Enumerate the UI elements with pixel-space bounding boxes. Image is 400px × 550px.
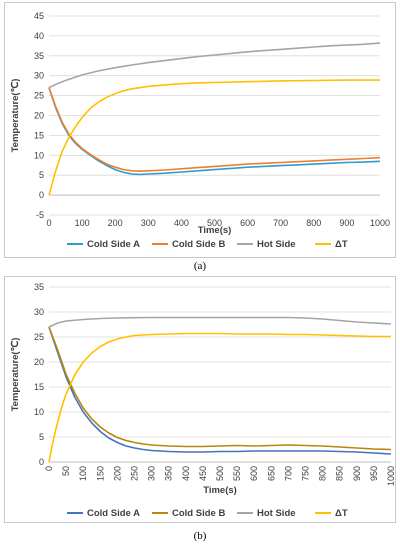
chart-b-legend-label: Cold Side A bbox=[87, 508, 140, 519]
chart-b-xtick-label: 550 bbox=[232, 466, 242, 481]
chart-b-legend-label: Cold Side B bbox=[172, 508, 225, 519]
chart-b-xtick-label: 450 bbox=[198, 466, 208, 481]
chart-a-xtick-label: 400 bbox=[174, 218, 189, 228]
chart-b-series-hot-side-line bbox=[48, 316, 392, 328]
chart-a-caption: (a) bbox=[193, 260, 207, 272]
chart-b-xtick-label: 950 bbox=[369, 466, 379, 481]
chart-b-xtick-label: 50 bbox=[61, 466, 71, 476]
chart-b-xtick-label: 350 bbox=[164, 466, 174, 481]
chart-b-legend-label: Hot Side bbox=[257, 508, 296, 519]
chart-b-xtick-label: 250 bbox=[130, 466, 140, 481]
chart-a-ytick-label: 25 bbox=[34, 91, 44, 101]
chart-a-xtick-label: 0 bbox=[46, 218, 51, 228]
chart-b-xtick-label: 1000 bbox=[386, 466, 396, 486]
chart-b-xtick-label: 100 bbox=[78, 466, 88, 481]
chart-b-ytick-label: 35 bbox=[34, 282, 44, 292]
chart-a-ytick-label: 30 bbox=[34, 71, 44, 81]
chart-b-y-axis-title: Temperature(℃) bbox=[10, 338, 21, 412]
chart-a-xtick-label: 800 bbox=[306, 218, 321, 228]
chart-b-xtick-label: 800 bbox=[318, 466, 328, 481]
chart-b-xtick-label: 750 bbox=[301, 466, 311, 481]
chart-b-xtick-label: 900 bbox=[352, 466, 362, 481]
chart-b-xtick-label: 300 bbox=[147, 466, 157, 481]
chart-a-series-hot-side-line bbox=[48, 42, 381, 89]
chart-a-ytick-label: 0 bbox=[39, 190, 44, 200]
chart-a-ytick-label: 10 bbox=[34, 150, 44, 160]
chart-b-ytick-label: 25 bbox=[34, 332, 44, 342]
chart-b-ytick-label: 5 bbox=[39, 432, 44, 442]
chart-b-x-axis-title: Time(s) bbox=[203, 485, 237, 496]
chart-b-series-cold-side-b-line bbox=[48, 326, 392, 451]
chart-b-ytick-label: 0 bbox=[39, 457, 44, 467]
chart-a-panel: -5 0 5 10 15 20 25 30 35 40 45 0 100 200 300 400 500 600 7… bbox=[4, 2, 396, 258]
chart-b-caption: (b) bbox=[193, 530, 207, 542]
chart-a-legend-label: ΔT bbox=[335, 239, 348, 250]
chart-a-ytick-label: 45 bbox=[34, 11, 44, 21]
chart-b-xtick-label: 700 bbox=[283, 466, 293, 481]
chart-b-ytick-label: 20 bbox=[34, 357, 44, 367]
chart-a-ytick-label: 35 bbox=[34, 51, 44, 61]
chart-a-xtick-label: 200 bbox=[108, 218, 123, 228]
chart-b-legend-label: ΔT bbox=[335, 508, 348, 519]
chart-a-ytick-label: 15 bbox=[34, 130, 44, 140]
chart-a-series-cold-side-a-line bbox=[48, 87, 381, 176]
chart-a-legend-label: Hot Side bbox=[257, 239, 296, 250]
chart-b-xtick-label: 150 bbox=[95, 466, 105, 481]
chart-a-xtick-label: 900 bbox=[339, 218, 354, 228]
chart-a-series-t-line bbox=[48, 79, 380, 196]
chart-a-xtick-label: 100 bbox=[75, 218, 90, 228]
chart-a-ytick-label: 20 bbox=[34, 111, 44, 121]
chart-a-x-axis-title: Time(s) bbox=[198, 225, 232, 236]
chart-a-legend-label: Cold Side B bbox=[172, 239, 225, 250]
chart-b-series-t-line bbox=[48, 332, 391, 463]
chart-b-xtick-label: 650 bbox=[266, 466, 276, 481]
chart-a-ytick-label: 40 bbox=[34, 31, 44, 41]
chart-a-xtick-label: 500 bbox=[207, 218, 222, 228]
chart-b-ytick-label: 30 bbox=[34, 307, 44, 317]
chart-b-xtick-label: 850 bbox=[335, 466, 345, 481]
chart-a-ytick-label: 5 bbox=[39, 170, 44, 180]
chart-a-xtick-label: 600 bbox=[240, 218, 255, 228]
chart-b-ytick-label: 15 bbox=[34, 382, 44, 392]
chart-b-panel: 0 5 10 15 20 25 30 35 0 50 100 150 200 250 300 350 400 45… bbox=[4, 276, 396, 523]
chart-b-ytick-label: 10 bbox=[34, 407, 44, 417]
chart-a-xtick-label: 300 bbox=[141, 218, 156, 228]
chart-a-xtick-label: 1000 bbox=[370, 218, 390, 228]
chart-b-xtick-label: 600 bbox=[249, 466, 259, 481]
chart-a-series-cold-side-b-line bbox=[48, 87, 381, 172]
chart-a-xtick-label: 700 bbox=[273, 218, 288, 228]
chart-b-xtick-label: 500 bbox=[215, 466, 225, 481]
chart-a-legend-label: Cold Side A bbox=[87, 239, 140, 250]
chart-a-y-axis-title: Temperature(℃) bbox=[10, 79, 21, 153]
chart-b-series-cold-side-a-line bbox=[48, 326, 392, 455]
chart-a-ytick-label: -5 bbox=[36, 210, 44, 220]
chart-b-xtick-label: 400 bbox=[181, 466, 191, 481]
chart-b-xtick-label: 0 bbox=[44, 466, 54, 471]
chart-b-xtick-label: 200 bbox=[112, 466, 122, 481]
